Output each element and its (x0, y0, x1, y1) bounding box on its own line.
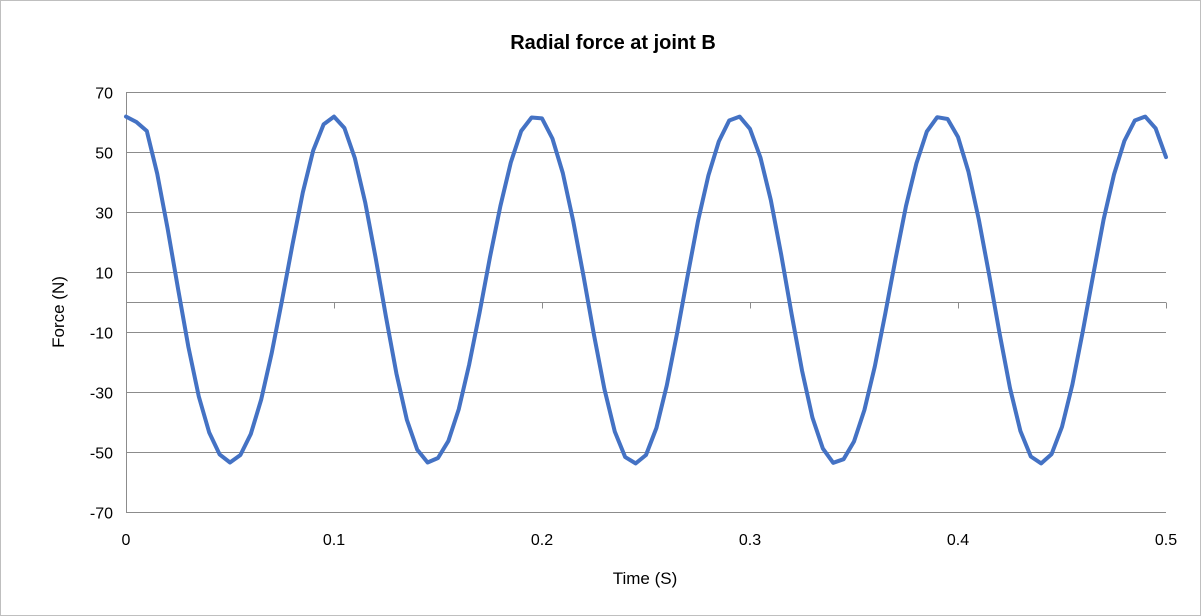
tick-labels: 70 50 30 10 -10 -30 -50 -70 0 0.1 0.2 0.3 0.4 0.5 (90, 86, 1177, 550)
series-line (124, 114, 1168, 466)
y-axis-title: Force (N) (49, 276, 68, 348)
y-tick-label: 50 (95, 146, 113, 163)
chart-title: Radial force at joint B (510, 32, 716, 54)
y-tick-label: 30 (95, 206, 113, 223)
y-tick-label: -10 (90, 326, 113, 343)
y-tick-label: -50 (90, 446, 113, 463)
x-tick-label: 0.1 (323, 532, 345, 549)
y-tick-label: 70 (95, 86, 113, 103)
y-tick-label: 10 (95, 266, 113, 283)
y-tick-label: -70 (90, 506, 113, 523)
x-axis-title: Time (S) (613, 569, 678, 588)
x-tick-label: 0 (122, 532, 131, 549)
x-tick-label: 0.4 (947, 532, 969, 549)
x-tick-label: 0.5 (1155, 532, 1177, 549)
x-tick-label: 0.2 (531, 532, 553, 549)
series-layer (124, 114, 1168, 466)
x-tick-label: 0.3 (739, 532, 761, 549)
y-tick-label: -30 (90, 386, 113, 403)
